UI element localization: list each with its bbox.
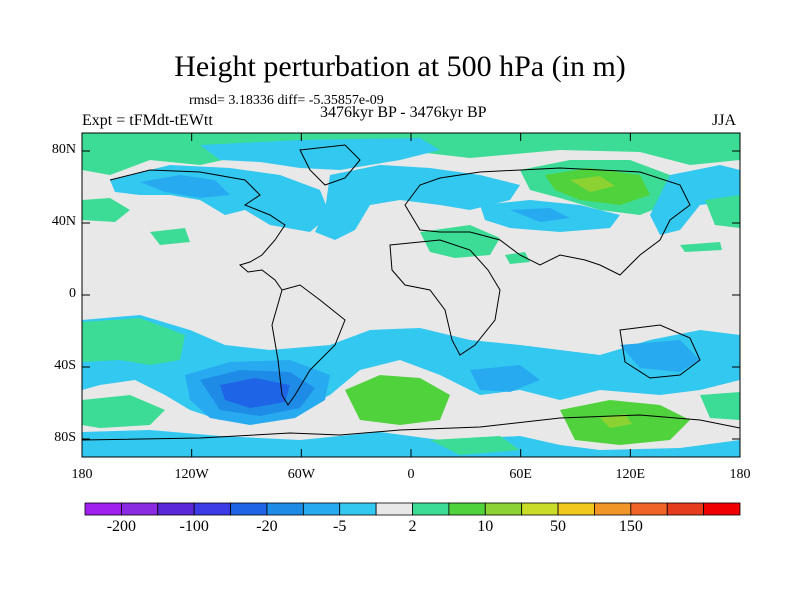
axis-ticks (81, 133, 741, 457)
colorbar-label: 2 (408, 518, 417, 535)
coastline-antarctica (82, 414, 740, 441)
colorbar-label: 50 (550, 518, 567, 535)
y-tick-label: 40N (51, 214, 76, 229)
colorbar-swatch (630, 502, 668, 516)
y-tick-label: 40S (54, 358, 76, 373)
x-tick-label: 60E (509, 467, 532, 482)
x-tick-label: 120E (615, 467, 646, 482)
contour-region (220, 378, 290, 408)
colorbar-swatch (666, 502, 705, 516)
contour-region (82, 198, 130, 222)
y-tick-label: 80S (54, 430, 76, 445)
x-tick-label: 180 (71, 467, 93, 482)
coastline-greenland (299, 144, 361, 186)
contour-region (315, 165, 520, 240)
contour-region (345, 375, 450, 425)
season-label: JJA (712, 112, 737, 129)
x-tick-label: 120W (174, 467, 209, 482)
colorbar-swatch (302, 502, 341, 516)
coastline-south-america (271, 284, 346, 406)
contour-region (140, 175, 230, 198)
colorbar-swatch (557, 502, 595, 516)
colorbar-swatch (484, 502, 523, 516)
coastline-eurasia (404, 167, 691, 276)
contour-region (150, 228, 190, 245)
contour-region (420, 225, 500, 258)
colorbar-label: -100 (179, 518, 209, 535)
contour-region (82, 395, 165, 428)
colorbar-swatch (84, 502, 122, 516)
coastlines (82, 144, 740, 441)
contour-fills (82, 133, 740, 457)
map-title: Height perturbation at 500 hPa (in m) (174, 50, 626, 83)
colorbar-swatch (193, 502, 231, 516)
colorbar-swatch (412, 502, 450, 516)
colorbar-label: 10 (477, 518, 494, 535)
contour-region (705, 195, 740, 228)
contour-region (82, 430, 740, 457)
colorbar-swatch (157, 502, 195, 516)
colorbar-swatch (448, 502, 486, 516)
colorbar-swatch (521, 502, 559, 516)
colorbar-swatch (594, 502, 632, 516)
contour-region (600, 414, 632, 428)
colorbar-swatch (703, 502, 741, 516)
x-tick-label: 0 (407, 467, 415, 482)
contour-region (700, 392, 740, 420)
contour-region (620, 340, 700, 372)
colorbar-label: -20 (256, 518, 278, 535)
contour-region (510, 208, 570, 222)
colorbar-swatch (230, 502, 268, 516)
contour-region (505, 252, 530, 264)
coastline-australia (619, 324, 701, 379)
contour-region (430, 436, 520, 455)
period-label: 3476kyr BP - 3476kyr BP (320, 104, 487, 121)
x-tick-label: 180 (729, 467, 751, 482)
contour-region (570, 176, 615, 192)
colorbar-label: 150 (618, 518, 643, 535)
colorbar-label: -5 (333, 518, 347, 535)
y-tick-label: 0 (69, 286, 76, 301)
x-tick-label: 60W (287, 467, 315, 482)
stats-line: rmsd= 3.18336 diff= -5.35857e-09 (189, 93, 384, 108)
colorbar-swatch (375, 502, 413, 516)
contour-region (200, 138, 440, 170)
colorbar-label: -200 (106, 518, 137, 535)
coastline-africa (389, 239, 501, 356)
colorbar-swatch (339, 502, 377, 516)
y-tick-label: 80N (51, 142, 76, 157)
colorbar-swatch (266, 502, 304, 516)
experiment-label: Expt = tFMdt-tEWtt (82, 112, 213, 129)
colorbar (84, 502, 741, 516)
coastline-north-america (109, 169, 286, 291)
contour-region (680, 242, 722, 252)
contour-region (82, 318, 185, 365)
colorbar-swatch (120, 502, 159, 516)
contour-region (470, 365, 540, 392)
